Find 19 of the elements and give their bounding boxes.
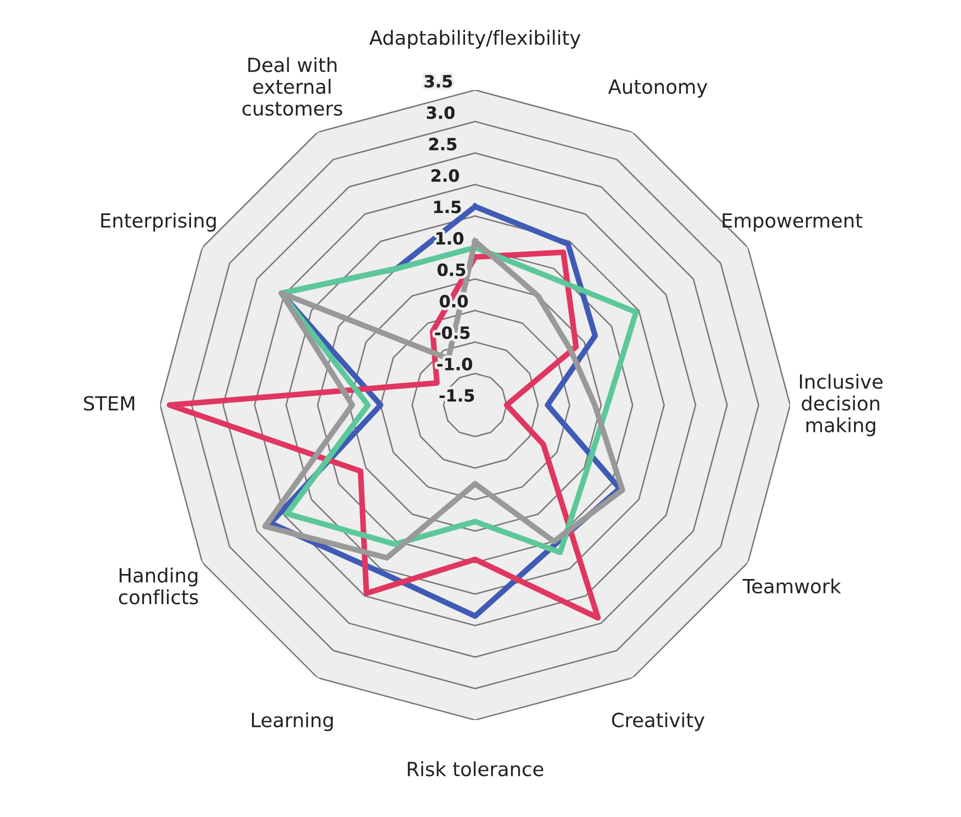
y-tick-label: 3.5 <box>424 74 452 88</box>
y-tick-label: 1.0 <box>436 232 464 245</box>
spoke-label: Learning <box>252 712 333 732</box>
spoke-label: Handing conflicts <box>118 568 198 604</box>
spoke-label: Empowerment <box>722 213 862 232</box>
spoke-label: Creativity <box>612 712 704 732</box>
y-tick-label: 1.5 <box>434 200 461 214</box>
y-tick-label: 0.5 <box>438 264 466 276</box>
spoke-label: Risk tolerance <box>408 761 544 776</box>
spoke-label: Inclusive decision making <box>800 374 883 436</box>
spoke-label: Enterprising <box>101 212 216 232</box>
y-tick-label: 2.5 <box>429 138 456 150</box>
spoke-label: Deal with external customers <box>242 57 342 116</box>
spoke-label: Autonomy <box>608 80 708 98</box>
spoke-label: STEM <box>84 396 134 411</box>
spoke-label: Adaptability/flexibility <box>369 30 580 49</box>
spoke-label: Teamwork <box>742 578 841 594</box>
y-tick-label: 2.0 <box>432 169 459 182</box>
y-tick-label: 3.0 <box>426 106 455 119</box>
